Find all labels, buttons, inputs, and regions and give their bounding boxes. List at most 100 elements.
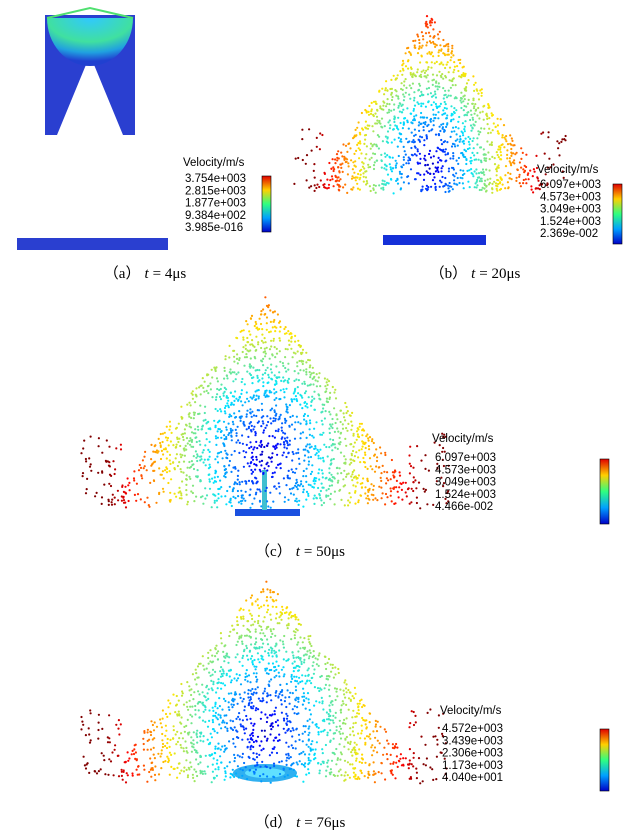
particle xyxy=(419,162,421,164)
particle xyxy=(385,183,387,185)
particle xyxy=(445,103,447,105)
particle xyxy=(415,721,417,723)
particle xyxy=(411,488,413,490)
particle xyxy=(423,179,425,181)
particle xyxy=(186,474,188,476)
particle xyxy=(311,464,313,466)
particle xyxy=(376,456,378,458)
particle xyxy=(258,615,260,617)
particle xyxy=(224,370,226,372)
particle xyxy=(372,499,374,501)
particle xyxy=(295,740,297,742)
particle xyxy=(387,121,389,123)
particle xyxy=(218,723,220,725)
particle xyxy=(380,187,382,189)
particle xyxy=(220,749,222,751)
particle xyxy=(184,432,186,434)
particle xyxy=(121,484,123,486)
particle xyxy=(437,147,439,149)
particle xyxy=(371,744,373,746)
particle xyxy=(481,95,483,97)
particle xyxy=(211,781,213,783)
particle xyxy=(361,448,363,450)
particle xyxy=(211,655,213,657)
particle xyxy=(462,134,464,136)
particle xyxy=(271,456,273,458)
particle xyxy=(313,673,315,675)
particle xyxy=(503,124,505,126)
particle xyxy=(319,385,321,387)
particle xyxy=(327,732,329,734)
particle xyxy=(233,704,235,706)
particle xyxy=(252,746,254,748)
particle xyxy=(412,83,414,85)
particle xyxy=(204,406,206,408)
particle xyxy=(261,639,263,641)
particle xyxy=(202,691,204,693)
particle xyxy=(318,727,320,729)
particle xyxy=(289,612,291,614)
particle xyxy=(336,179,338,181)
particle xyxy=(107,774,109,776)
particle xyxy=(252,663,254,665)
particle xyxy=(323,720,325,722)
particle xyxy=(465,86,467,88)
particle xyxy=(215,717,217,719)
particle xyxy=(289,720,291,722)
particle xyxy=(286,764,288,766)
particle xyxy=(265,353,267,355)
particle xyxy=(252,448,254,450)
particle xyxy=(174,493,176,495)
particle xyxy=(295,378,297,380)
particle xyxy=(278,322,280,324)
particle xyxy=(498,145,500,147)
particle xyxy=(347,499,349,501)
particle xyxy=(151,762,153,764)
particle xyxy=(262,697,264,699)
particle xyxy=(520,167,522,169)
particle xyxy=(235,772,237,774)
particle xyxy=(483,128,485,130)
particle xyxy=(282,454,284,456)
particle xyxy=(399,133,401,135)
particle xyxy=(214,671,216,673)
particle xyxy=(478,117,480,119)
particle xyxy=(255,327,257,329)
particle xyxy=(330,768,332,770)
particle xyxy=(243,498,245,500)
particle xyxy=(439,159,441,161)
particle xyxy=(339,733,341,735)
particle xyxy=(143,749,145,751)
particle xyxy=(328,689,330,691)
particle xyxy=(231,439,233,441)
particle xyxy=(255,666,257,668)
particle xyxy=(409,446,411,448)
particle xyxy=(243,650,245,652)
particle xyxy=(284,379,286,381)
particle xyxy=(395,95,397,97)
particle xyxy=(311,677,313,679)
particle xyxy=(281,422,283,424)
particle xyxy=(303,489,305,491)
particle xyxy=(300,483,302,485)
particle xyxy=(261,334,263,336)
legend-title: Velocity/m/s xyxy=(432,433,494,445)
particle xyxy=(428,87,430,89)
particle xyxy=(266,445,268,447)
particle xyxy=(491,141,493,143)
particle xyxy=(334,503,336,505)
particle xyxy=(431,21,433,23)
particle xyxy=(349,691,351,693)
particle xyxy=(352,186,354,188)
particle xyxy=(229,776,231,778)
particle xyxy=(351,755,353,757)
particle xyxy=(256,681,258,683)
particle xyxy=(250,429,252,431)
particle xyxy=(261,761,263,763)
particle xyxy=(328,704,330,706)
particle xyxy=(446,64,448,66)
particle xyxy=(384,454,386,456)
particle xyxy=(230,669,232,671)
particle xyxy=(373,750,375,752)
particle xyxy=(224,450,226,452)
